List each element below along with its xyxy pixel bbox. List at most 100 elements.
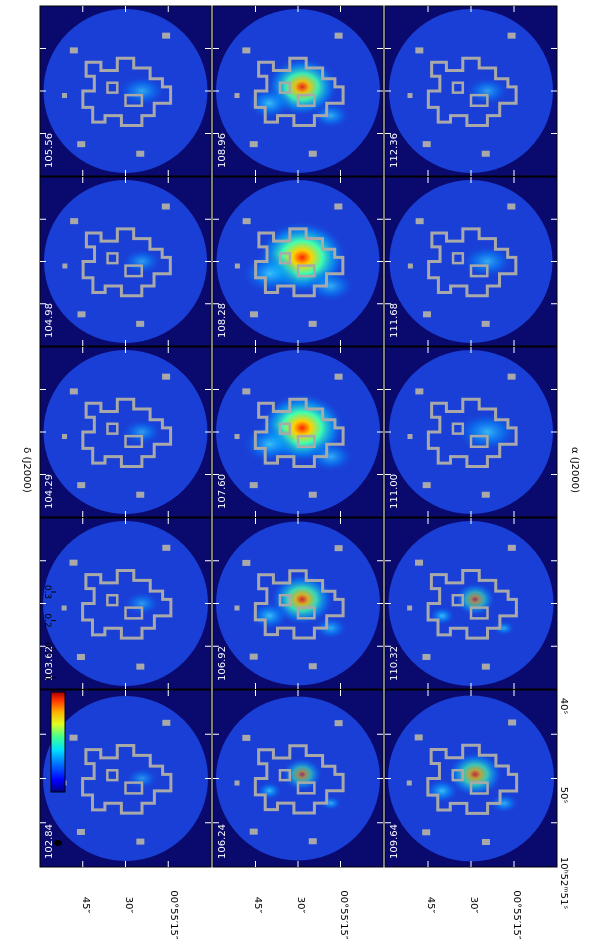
source-marker — [234, 605, 240, 611]
channel-panel: 110.32 — [384, 517, 558, 690]
y-tick-label: 00°55′15″ — [168, 890, 179, 939]
intensity-contour — [81, 397, 173, 468]
y-tick-label: 30″ — [468, 897, 479, 914]
channel-panel: 104.98 — [39, 176, 212, 347]
intensity-contour — [81, 227, 172, 298]
axis-labels: α (J2000) δ (J2000) — [21, 447, 580, 493]
contour-patch — [249, 311, 258, 318]
channel-panel: 111.68 — [384, 176, 558, 347]
contour-patch — [136, 838, 145, 845]
emission-blob — [249, 573, 349, 640]
colorbar: 0 0.1 0.2 0.3 — [42, 585, 66, 793]
intensity-contour — [278, 594, 316, 620]
source-marker — [62, 263, 68, 269]
emission-blob — [246, 57, 351, 129]
x-tick-label: 50ˢ — [558, 787, 569, 804]
intensity-contour — [106, 81, 144, 108]
intensity-contour — [426, 56, 518, 127]
contour-patch — [77, 311, 86, 318]
source-marker — [407, 93, 413, 98]
contour-patch — [308, 663, 317, 670]
channel-panel: 111.00 — [384, 346, 558, 518]
intensity-contour — [106, 252, 144, 278]
contour-patch — [136, 663, 145, 670]
y-axis-label: δ (J2000) — [21, 447, 32, 493]
source-marker — [62, 434, 67, 439]
intensity-contour — [451, 768, 489, 795]
y-tick-label: 00°55′15″ — [338, 890, 349, 939]
y-tick-label: 00°55′15″ — [511, 890, 522, 939]
contour-patch — [308, 320, 317, 327]
source-marker — [407, 434, 413, 439]
intensity-contour — [253, 397, 345, 468]
channel-panel: 105.56 — [39, 5, 212, 177]
contour-patch — [481, 320, 490, 327]
source-marker — [407, 605, 413, 611]
velocity-label: 105.56 — [44, 133, 55, 168]
contour-patch — [422, 829, 431, 836]
colorbar-tick-label: 0 — [42, 675, 52, 681]
intensity-contour — [81, 569, 173, 640]
emission-blob — [121, 418, 163, 446]
y-tick-label: 45″ — [425, 897, 436, 914]
intensity-contour — [451, 422, 489, 449]
contour-patch — [308, 150, 317, 157]
contour-patch — [334, 203, 343, 210]
velocity-label: 107.60 — [217, 474, 228, 509]
contour-patch — [334, 373, 343, 380]
y-tick-label: 45″ — [252, 897, 263, 914]
contour-patch — [334, 720, 343, 727]
contour-patch — [334, 545, 343, 552]
intensity-contour — [427, 227, 518, 298]
intensity-contour — [253, 56, 345, 127]
x-axis-label: α (J2000) — [569, 447, 580, 493]
contour-patch — [481, 491, 490, 498]
intensity-contour — [106, 769, 144, 795]
channel-panel: 106.92 — [212, 517, 384, 690]
contour-patch — [481, 838, 490, 845]
contour-patch — [69, 734, 78, 741]
channel-panel: 109.64 — [384, 689, 558, 868]
colorbar-tick-label: 0.3 — [42, 585, 52, 599]
intensity-contour — [278, 769, 316, 795]
velocity-label: 110.32 — [389, 646, 400, 681]
contour-patch — [507, 203, 516, 210]
contour-patch — [76, 828, 85, 835]
contour-patch — [507, 32, 516, 39]
contour-patch — [507, 544, 516, 551]
contour-patch — [161, 203, 170, 210]
contour-patch — [422, 141, 431, 148]
panels-layer: 102.84 103.62 104.29 104.98 105.56 106.24 106.… — [39, 5, 558, 868]
beam-ellipse — [54, 840, 62, 846]
intensity-contour — [254, 227, 345, 298]
channel-panel: 108.28 — [212, 176, 384, 347]
contour-patch — [242, 734, 251, 741]
source-marker — [234, 780, 240, 786]
channel-panel: 106.24 — [212, 689, 384, 868]
intensity-contour — [426, 569, 518, 640]
velocity-label: 112.36 — [389, 133, 400, 168]
contour-patch — [242, 388, 251, 395]
velocity-label: 111.00 — [389, 474, 400, 509]
y-tick-label: 45″ — [80, 897, 91, 914]
contour-patch — [69, 388, 78, 395]
contour-patch — [507, 373, 516, 380]
emission-blob — [240, 220, 356, 303]
contour-patch — [77, 482, 86, 489]
contour-patch — [481, 150, 490, 157]
channel-panel: 112.36 — [384, 5, 558, 177]
contour-patch — [422, 482, 431, 489]
velocity-label: 104.98 — [44, 303, 55, 338]
source-marker — [62, 93, 67, 98]
emission-blob — [460, 244, 515, 279]
contour-patch — [415, 388, 424, 395]
contour-patch — [136, 150, 145, 157]
intensity-contour — [106, 422, 144, 449]
emission-blob — [465, 76, 510, 106]
intensity-contour — [253, 744, 345, 815]
contour-patch — [414, 734, 423, 741]
velocity-label: 104.29 — [44, 474, 55, 509]
contour-patch — [242, 47, 251, 54]
